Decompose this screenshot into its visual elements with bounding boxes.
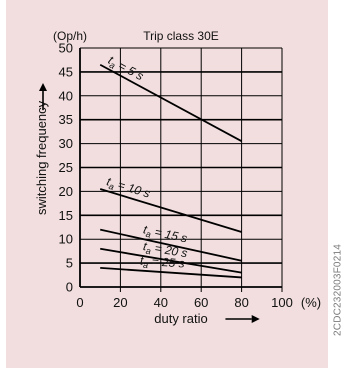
series-label-text: ta = 25 s	[139, 254, 185, 273]
x-tick-label: 40	[154, 295, 168, 310]
x-tick-label: 100	[271, 295, 293, 310]
figure-code: 2CDC232003F0214	[332, 244, 344, 336]
x-axis-label: duty ratio	[154, 311, 207, 326]
y-tick-label: 10	[59, 232, 73, 247]
y-tick-label: 45	[59, 64, 73, 79]
axes: 0 5 10 15 20 25 30 35 40 45 50 0 20 40 60 80 100 (%) (Op/h…	[34, 29, 321, 326]
x-tick-label: 80	[234, 295, 248, 310]
y-tick-label: 15	[59, 208, 73, 223]
chart-title: Trip class 30E	[143, 29, 219, 43]
series-label: ta = 5 s	[105, 53, 146, 85]
series-line	[100, 228, 242, 262]
y-tick-label: 0	[66, 280, 73, 295]
y-tick-label: 20	[59, 184, 73, 199]
series-line	[100, 266, 242, 279]
series-line	[99, 63, 243, 143]
series-label-text: ta = 20 s	[142, 239, 189, 262]
series-label: ta = 20 s	[142, 239, 189, 262]
y-tick-label: 5	[66, 256, 73, 271]
y-tick-label: 30	[59, 136, 73, 151]
y-tick-label: 40	[59, 88, 73, 103]
x-unit-label: (%)	[301, 295, 321, 310]
chart-panel	[6, 0, 328, 368]
x-axis-arrow-head	[251, 315, 260, 323]
y-axis-label: switching frequency	[34, 100, 49, 215]
x-tick-label: 0	[76, 295, 83, 310]
y-tick-label: 50	[59, 41, 73, 56]
y-unit-label: (Op/h)	[53, 29, 87, 43]
x-tick-label: 60	[194, 295, 208, 310]
series-line	[99, 188, 242, 233]
series-line	[100, 247, 242, 274]
series-label: ta = 25 s	[139, 254, 186, 273]
y-axis-arrow-head	[39, 83, 47, 92]
series-lines	[99, 63, 243, 279]
x-tick-label: 20	[113, 295, 127, 310]
y-tick-label: 35	[59, 112, 73, 127]
y-tick-label: 25	[59, 160, 73, 175]
series-label-text: ta = 5 s	[105, 53, 146, 85]
